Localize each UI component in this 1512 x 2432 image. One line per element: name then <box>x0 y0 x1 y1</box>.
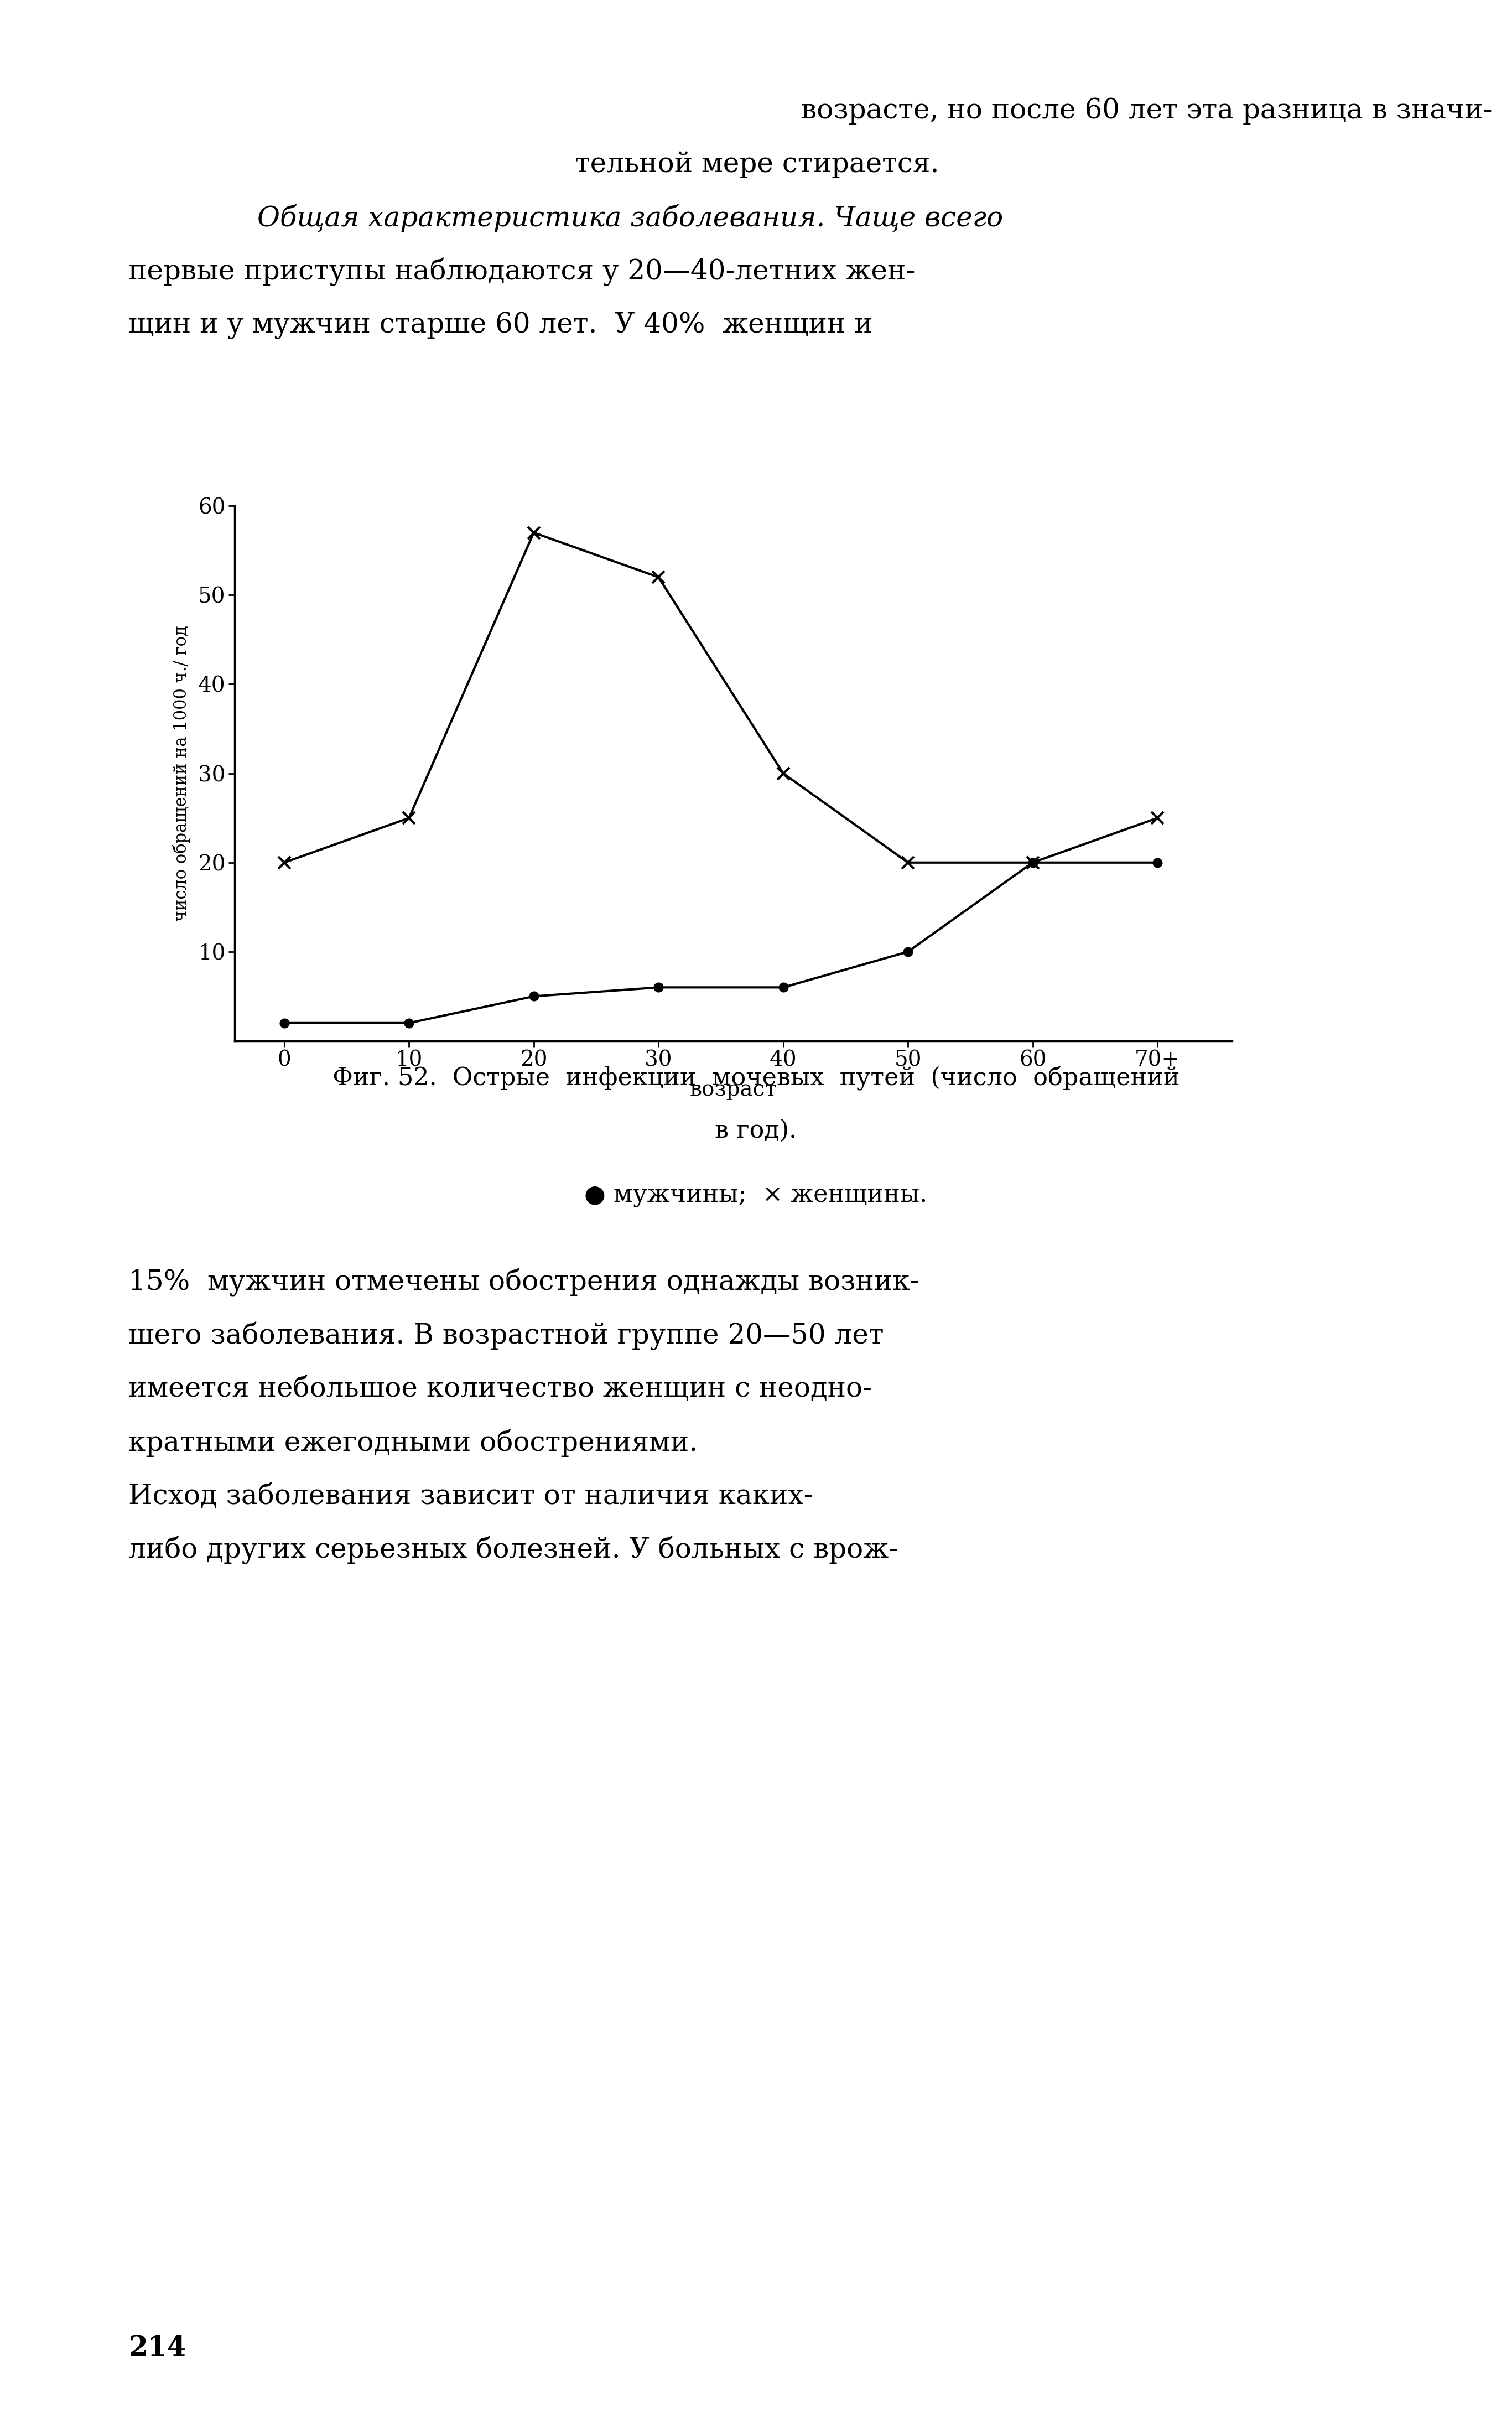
Text: тельной мере стирается.: тельной мере стирается. <box>575 151 939 178</box>
Y-axis label: число обращений на 1000 ч./ год: число обращений на 1000 ч./ год <box>172 625 191 922</box>
Text: щин и у мужчин старше 60 лет.  У 40%  женщин и: щин и у мужчин старше 60 лет. У 40% женщ… <box>129 311 872 338</box>
X-axis label: возраст: возраст <box>689 1080 777 1099</box>
Text: 15%  мужчин отмечены обострения однажды возник-: 15% мужчин отмечены обострения однажды в… <box>129 1270 919 1296</box>
Text: кратными ежегодными обострениями.: кратными ежегодными обострениями. <box>129 1430 699 1457</box>
Text: Общая характеристика заболевания. Чаще всего: Общая характеристика заболевания. Чаще в… <box>257 204 1002 233</box>
Text: имеется небольшое количество женщин с неодно-: имеется небольшое количество женщин с не… <box>129 1377 872 1403</box>
Text: первые приступы наблюдаются у 20—40-летних жен-: первые приступы наблюдаются у 20—40-летн… <box>129 258 915 287</box>
Text: шего заболевания. В возрастной группе 20—50 лет: шего заболевания. В возрастной группе 20… <box>129 1323 885 1350</box>
Text: Фиг. 52.  Острые  инфекции  мочевых  путей  (число  обращений: Фиг. 52. Острые инфекции мочевых путей (… <box>333 1065 1179 1090</box>
Text: в год).: в год). <box>715 1119 797 1143</box>
Text: либо других серьезных болезней. У больных с врож-: либо других серьезных болезней. У больны… <box>129 1537 898 1564</box>
Text: возрасте, но после 60 лет эта разница в значи-: возрасте, но после 60 лет эта разница в … <box>801 97 1492 124</box>
Text: Исход заболевания зависит от наличия каких-: Исход заболевания зависит от наличия как… <box>129 1484 813 1510</box>
Text: 214: 214 <box>129 2335 186 2361</box>
Text: ● мужчины;  × женщины.: ● мужчины; × женщины. <box>585 1182 927 1206</box>
